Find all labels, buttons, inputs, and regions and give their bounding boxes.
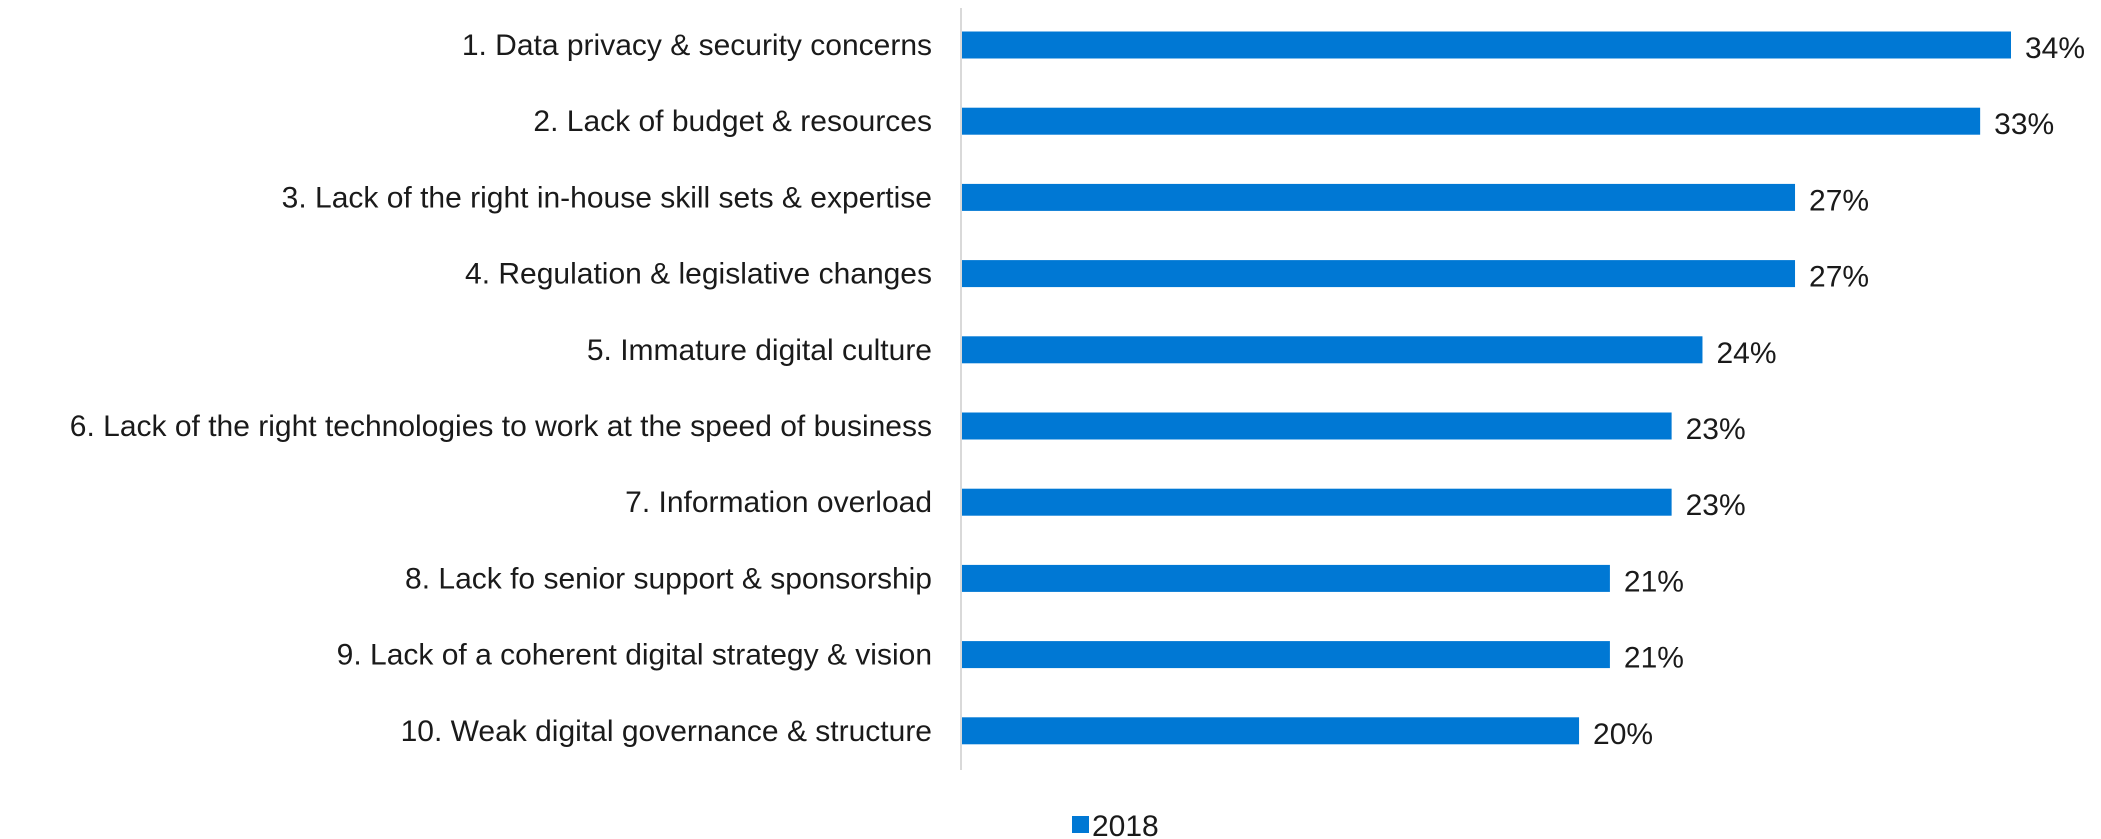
bar-9: [962, 641, 1610, 669]
data-label-1: 34%: [2025, 32, 2085, 65]
bar-10: [962, 717, 1580, 745]
bar-1: [962, 31, 2011, 59]
category-label-7: 7. Information overload: [625, 486, 932, 519]
data-label-6: 23%: [1686, 413, 1746, 446]
data-label-3: 27%: [1809, 184, 1869, 217]
data-label-7: 23%: [1686, 489, 1746, 522]
category-label-10: 10. Weak digital governance & structure: [401, 715, 932, 748]
bar-3: [962, 183, 1796, 211]
bar-7: [962, 488, 1672, 516]
bar-6: [962, 412, 1672, 440]
data-label-8: 21%: [1624, 565, 1684, 598]
category-label-6: 6. Lack of the right technologies to wor…: [70, 410, 932, 443]
data-label-2: 33%: [1994, 108, 2054, 141]
legend: 2018: [1072, 810, 1159, 839]
category-label-4: 4. Regulation & legislative changes: [465, 258, 932, 291]
category-label-5: 5. Immature digital culture: [587, 334, 932, 367]
legend-label-2018: 2018: [1092, 810, 1159, 839]
category-label-1: 1. Data privacy & security concerns: [462, 29, 932, 62]
data-label-10: 20%: [1593, 718, 1653, 751]
category-label-8: 8. Lack fo senior support & sponsorship: [405, 562, 932, 595]
legend-swatch-2018: [1072, 816, 1089, 833]
category-labels: 1. Data privacy & security concerns 2. La…: [70, 29, 932, 748]
bar-2: [962, 107, 1981, 135]
data-label-5: 24%: [1716, 337, 1776, 370]
category-label-3: 3. Lack of the right in-house skill sets…: [282, 181, 932, 214]
category-label-9: 9. Lack of a coherent digital strategy &…: [337, 639, 932, 672]
bar-5: [962, 336, 1703, 364]
bars-layer: [962, 31, 2011, 745]
bar-8: [962, 564, 1610, 592]
category-label-2: 2. Lack of budget & resources: [533, 105, 932, 138]
data-label-9: 21%: [1624, 642, 1684, 675]
data-labels: 34% 33% 27% 27% 24% 23% 23% 21% 21% 20%: [1593, 32, 2085, 751]
data-label-4: 27%: [1809, 261, 1869, 294]
bar-4: [962, 260, 1796, 288]
